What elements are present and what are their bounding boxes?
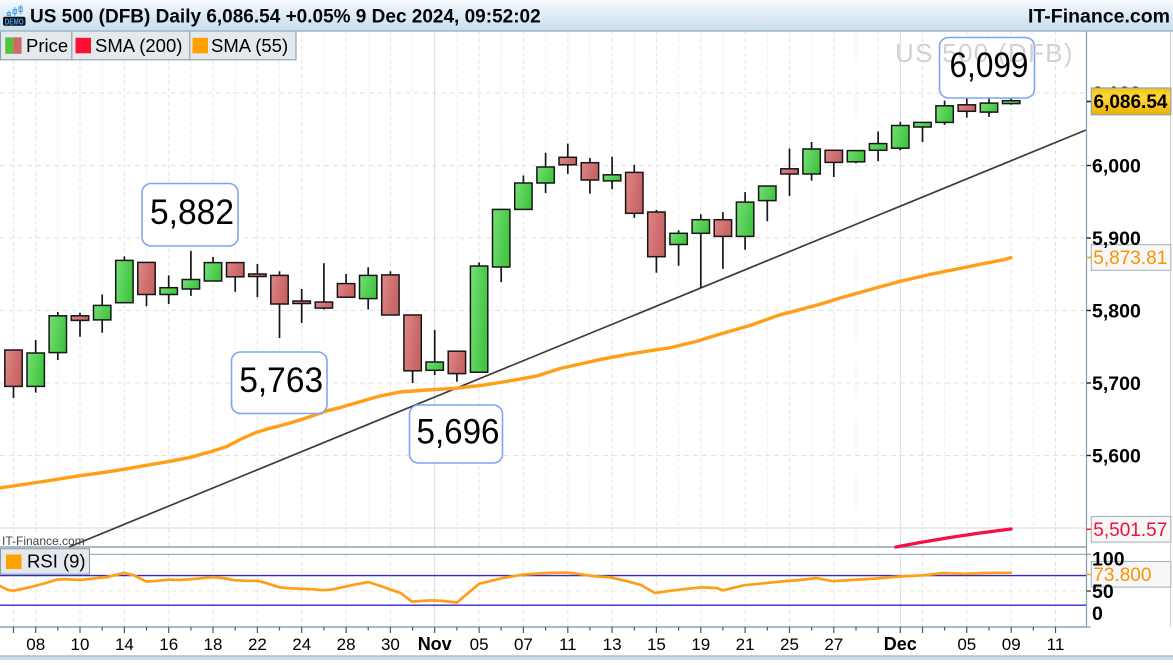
svg-text:10: 10 — [71, 635, 90, 654]
svg-text:30: 30 — [381, 635, 400, 654]
svg-text:5,600: 5,600 — [1092, 446, 1141, 468]
svg-text:5,873.81: 5,873.81 — [1093, 248, 1167, 269]
svg-text:16: 16 — [159, 635, 178, 654]
svg-text:08: 08 — [26, 635, 45, 654]
svg-text:25: 25 — [780, 635, 799, 654]
svg-text:Price: Price — [26, 35, 68, 56]
svg-text:Nov: Nov — [418, 634, 452, 654]
svg-text:09: 09 — [1002, 635, 1021, 654]
svg-text:11: 11 — [559, 635, 577, 654]
svg-text:22: 22 — [248, 635, 267, 654]
svg-text:SMA (55): SMA (55) — [211, 35, 288, 56]
svg-text:50: 50 — [1092, 581, 1114, 603]
svg-text:15: 15 — [647, 635, 666, 654]
svg-text:11: 11 — [1047, 635, 1065, 654]
svg-text:5,763: 5,763 — [239, 361, 323, 400]
svg-text:24: 24 — [292, 635, 311, 654]
svg-text:19: 19 — [691, 635, 710, 654]
svg-text:DEMO: DEMO — [5, 17, 24, 27]
svg-text:IT-Finance.com: IT-Finance.com — [1028, 6, 1170, 28]
svg-text:5,882: 5,882 — [150, 193, 234, 232]
svg-text:13: 13 — [603, 635, 622, 654]
svg-text:05: 05 — [957, 635, 976, 654]
svg-text:SMA (200): SMA (200) — [95, 35, 182, 56]
svg-text:IT-Finance.com: IT-Finance.com — [2, 534, 85, 548]
svg-text:27: 27 — [824, 635, 843, 654]
svg-text:07: 07 — [514, 635, 533, 654]
svg-text:5,700: 5,700 — [1092, 373, 1141, 395]
svg-text:US 500 (DFB) Daily 6,086.54 +0: US 500 (DFB) Daily 6,086.54 +0.05% 9 Dec… — [30, 7, 541, 28]
svg-text:5,900: 5,900 — [1092, 228, 1141, 250]
svg-text:0: 0 — [1092, 603, 1103, 625]
svg-text:RSI (9): RSI (9) — [27, 551, 86, 572]
svg-text:28: 28 — [337, 635, 356, 654]
svg-text:5,501.57: 5,501.57 — [1093, 520, 1167, 541]
svg-text:05: 05 — [470, 635, 489, 654]
svg-text:Dec: Dec — [884, 634, 917, 654]
svg-text:6,000: 6,000 — [1092, 156, 1141, 178]
svg-text:5,696: 5,696 — [417, 412, 500, 451]
svg-text:18: 18 — [204, 635, 223, 654]
svg-text:5,800: 5,800 — [1092, 301, 1141, 323]
svg-text:6,099: 6,099 — [950, 46, 1029, 85]
svg-text:21: 21 — [736, 635, 755, 654]
svg-text:14: 14 — [115, 635, 134, 654]
svg-text:6,086.54: 6,086.54 — [1094, 92, 1168, 113]
svg-text:100: 100 — [1092, 549, 1125, 571]
